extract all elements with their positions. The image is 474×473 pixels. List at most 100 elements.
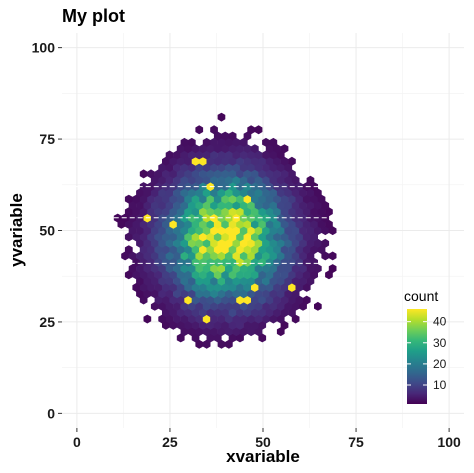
- hex-cell: [173, 150, 181, 160]
- hex-cell: [213, 131, 222, 141]
- hex-cell: [139, 295, 148, 305]
- hex-cell: [228, 207, 237, 217]
- hex-cell: [139, 283, 148, 292]
- hex-cell: [291, 201, 300, 210]
- hex-cell: [184, 194, 192, 204]
- hex-cell: [147, 169, 155, 179]
- hex-cell: [143, 264, 152, 273]
- hex-cell: [217, 201, 226, 210]
- hex-cell: [302, 207, 311, 217]
- hex-cell: [243, 156, 252, 166]
- hex-cell: [195, 276, 204, 286]
- hex-cell: [143, 226, 152, 236]
- hex-cell: [221, 245, 229, 255]
- hex-cell: [165, 226, 174, 236]
- hex-cell: [239, 301, 248, 311]
- hex-cell: [314, 226, 322, 236]
- hex-cell: [213, 232, 222, 242]
- hex-cell: [210, 276, 218, 286]
- hex-cell: [232, 150, 241, 160]
- hex-cell: [184, 257, 192, 267]
- hex-cell: [173, 175, 181, 185]
- hex-cell: [154, 245, 163, 255]
- hex-cell: [165, 175, 174, 185]
- hex-cell: [280, 245, 289, 255]
- hex-cell: [254, 251, 263, 261]
- hex-cell: [154, 194, 163, 204]
- hex-cell: [243, 194, 252, 204]
- hex-cell: [239, 163, 248, 172]
- hex-cell: [180, 213, 189, 223]
- hex-cell: [280, 207, 289, 217]
- hex-cell: [291, 226, 300, 236]
- hex-cell: [165, 251, 174, 261]
- major-gridlines: [62, 33, 464, 428]
- hex-cell: [195, 150, 204, 160]
- hex-cell: [232, 238, 241, 248]
- hex-cell: [213, 156, 222, 166]
- y-axis-title: yvariable: [7, 193, 26, 267]
- hex-cell: [180, 201, 189, 210]
- hex-cell: [273, 156, 281, 166]
- hex-cell: [162, 232, 170, 242]
- hex-cell: [150, 188, 159, 198]
- hex-cell: [232, 327, 241, 337]
- hex-cell: [310, 257, 318, 267]
- hex-cell: [176, 169, 185, 179]
- hex-cell: [206, 308, 215, 318]
- hex-cell: [158, 301, 166, 311]
- hex-cell: [154, 283, 163, 292]
- hex-cell: [202, 137, 211, 147]
- hex-cell: [221, 219, 229, 229]
- hex-cell: [236, 182, 244, 191]
- hex-cell: [321, 251, 330, 261]
- hex-cell: [228, 257, 237, 267]
- hex-cell: [217, 339, 226, 349]
- hex-cell: [276, 188, 285, 198]
- hex-cell: [176, 308, 185, 318]
- hex-cell: [236, 232, 244, 242]
- hex-cell: [184, 232, 192, 242]
- hex-cell: [202, 289, 211, 299]
- hex-cell: [328, 226, 337, 236]
- plot-title: My plot: [62, 6, 125, 26]
- hex-cell: [225, 238, 233, 248]
- hex-cell: [143, 276, 152, 286]
- hex-cell: [243, 169, 252, 179]
- hex-cell: [299, 226, 307, 236]
- hex-cell: [276, 201, 285, 210]
- hex-cell: [191, 308, 200, 318]
- hex-cell: [176, 144, 185, 154]
- hex-cell: [202, 201, 211, 210]
- hex-cell: [239, 175, 248, 185]
- hex-cell: [162, 308, 170, 318]
- hex-cell: [273, 245, 281, 255]
- hex-cell: [184, 245, 192, 255]
- hex-cell: [150, 175, 159, 185]
- hex-cell: [158, 289, 166, 299]
- hex-cell: [251, 144, 259, 154]
- hex-cell: [154, 169, 163, 179]
- hex-cell: [269, 226, 278, 236]
- hex-cell: [236, 270, 244, 280]
- hex-cell: [243, 219, 252, 229]
- hex-cell: [254, 276, 263, 286]
- hex-cell: [176, 245, 185, 255]
- hex-cell: [228, 156, 237, 166]
- y-tick-label: 75: [39, 131, 55, 147]
- hex-cell: [139, 232, 148, 242]
- hex-cell: [258, 169, 267, 179]
- hex-cell: [295, 295, 304, 305]
- hex-cell: [302, 283, 311, 292]
- hex-cell: [217, 251, 226, 261]
- hex-cell: [188, 201, 196, 210]
- hex-cell: [136, 238, 144, 248]
- hex-cell: [176, 283, 185, 292]
- hex-cell: [276, 327, 285, 337]
- hex-cell: [325, 207, 333, 217]
- hex-cell: [124, 207, 133, 217]
- hex-cell: [191, 320, 200, 330]
- hex-cell: [243, 270, 252, 280]
- hex-cell: [291, 238, 300, 248]
- hex-cell: [265, 219, 274, 229]
